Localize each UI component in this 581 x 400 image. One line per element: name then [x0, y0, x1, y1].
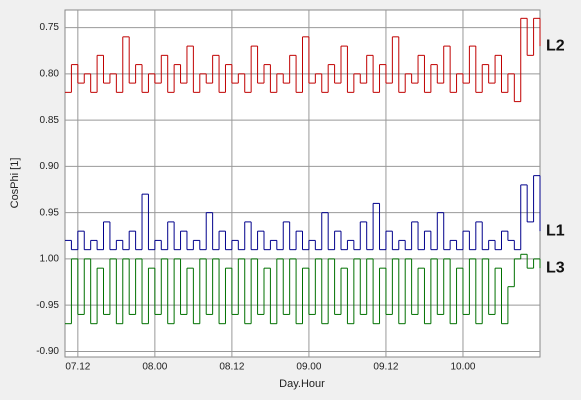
x-axis-label: Day.Hour: [279, 378, 325, 390]
y-tick-label: -0.90: [36, 346, 59, 357]
y-tick-label: 0.80: [40, 68, 60, 79]
series-label: L3: [546, 259, 565, 276]
x-tick-label: 09.00: [296, 362, 321, 373]
x-tick-label: 07.12: [65, 362, 90, 373]
series-label: L2: [546, 37, 565, 54]
x-tick-label: 08.12: [219, 362, 244, 373]
y-tick-label: 1.00: [40, 254, 60, 265]
y-tick-label: 0.90: [40, 161, 60, 172]
series-label: L1: [546, 222, 565, 239]
y-axis-label: CosPhi [1]: [9, 158, 21, 209]
x-tick-label: 10.00: [450, 362, 475, 373]
y-tick-label: 0.95: [40, 207, 60, 218]
x-tick-label: 09.12: [373, 362, 398, 373]
x-tick-label: 08.00: [142, 362, 167, 373]
y-tick-label: -0.95: [36, 300, 59, 311]
y-tick-label: 0.75: [40, 22, 60, 33]
y-tick-label: 0.85: [40, 115, 60, 126]
